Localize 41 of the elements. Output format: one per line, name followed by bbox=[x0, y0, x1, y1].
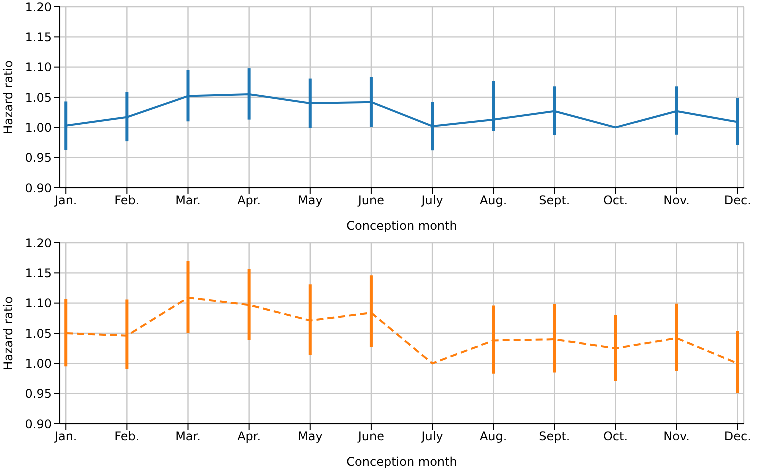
y-tick-label: 1.15 bbox=[25, 30, 52, 44]
x-tick-label: June bbox=[357, 194, 385, 208]
y-tick-label: 0.95 bbox=[25, 387, 52, 402]
x-tick-label: Oct. bbox=[603, 194, 628, 208]
x-tick-label: Nov. bbox=[664, 194, 690, 208]
y-tick-label: 1.00 bbox=[25, 356, 52, 371]
y-tick-label: 1.10 bbox=[25, 60, 52, 75]
y-tick-label: 1.00 bbox=[25, 120, 52, 135]
x-tick-label: Feb. bbox=[114, 430, 140, 444]
x-tick-label: Aug. bbox=[480, 194, 508, 208]
x-tick-label: Nov. bbox=[664, 430, 690, 444]
y-tick-label: 1.20 bbox=[25, 236, 52, 250]
x-tick-label: July bbox=[420, 194, 444, 208]
x-tick-label: Jan. bbox=[54, 430, 78, 444]
x-tick-label: Jan. bbox=[54, 194, 78, 208]
x-tick-label: Aug. bbox=[480, 430, 508, 444]
y-tick-label: 1.05 bbox=[25, 90, 52, 105]
x-tick-label: Sept. bbox=[539, 194, 570, 208]
x-tick-label: Dec. bbox=[724, 194, 752, 208]
y-tick-label: 0.90 bbox=[25, 417, 52, 432]
x-tick-label: Dec. bbox=[724, 430, 752, 444]
y-tick-label: 1.05 bbox=[25, 326, 52, 341]
y-tick-label: 1.20 bbox=[25, 0, 52, 14]
y-tick-label: 0.95 bbox=[25, 151, 52, 166]
x-tick-label: Feb. bbox=[114, 194, 140, 208]
y-axis-title: Hazard ratio bbox=[1, 296, 16, 370]
x-axis-title: Conception month bbox=[346, 219, 458, 233]
x-tick-label: June bbox=[357, 430, 385, 444]
x-tick-label: Apr. bbox=[238, 430, 262, 444]
y-tick-label: 1.15 bbox=[25, 266, 52, 280]
x-tick-label: Sept. bbox=[539, 430, 570, 444]
x-tick-label: Apr. bbox=[238, 194, 262, 208]
x-tick-label: Mar. bbox=[176, 430, 201, 444]
y-axis-title: Hazard ratio bbox=[1, 60, 16, 134]
x-tick-label: July bbox=[420, 430, 444, 444]
x-tick-label: Mar. bbox=[176, 194, 201, 208]
x-tick-label: May bbox=[298, 194, 323, 208]
x-tick-label: May bbox=[298, 430, 323, 444]
y-tick-label: 0.90 bbox=[25, 181, 52, 196]
y-tick-label: 1.10 bbox=[25, 296, 52, 311]
x-tick-label: Oct. bbox=[603, 430, 628, 444]
